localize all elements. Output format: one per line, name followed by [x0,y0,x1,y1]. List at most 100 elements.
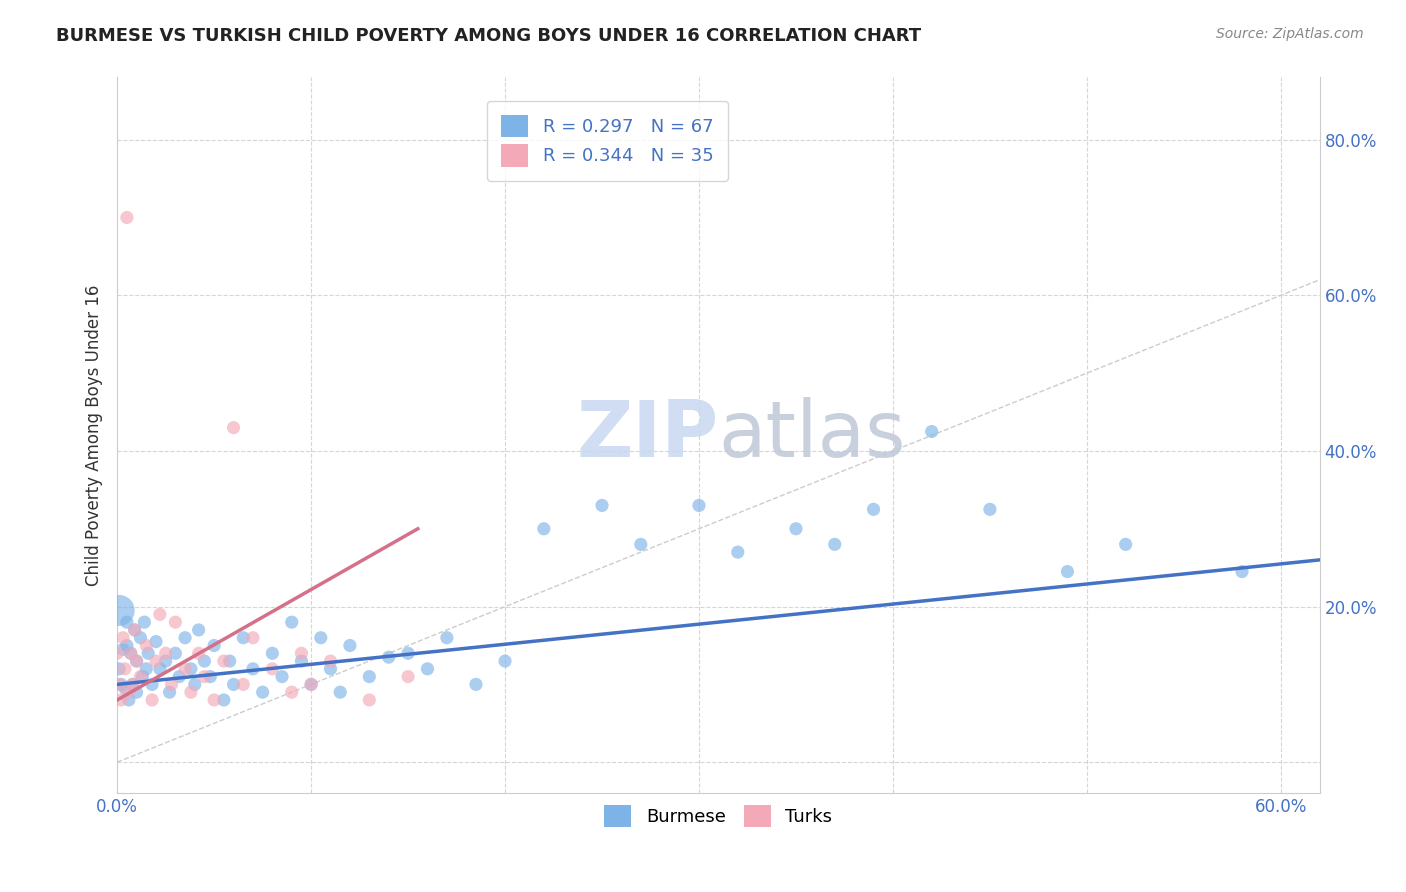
Point [359,693,381,707]
Point [242,631,264,645]
Point [110,677,132,691]
Point [114,681,136,696]
Point [134,615,156,629]
Text: BURMESE VS TURKISH CHILD POVERTY AMONG BOYS UNDER 16 CORRELATION CHART: BURMESE VS TURKISH CHILD POVERTY AMONG B… [56,27,921,45]
Point [149,607,172,622]
Point [299,677,322,691]
Point [174,662,197,676]
Point [630,537,652,551]
Point [1115,537,1137,551]
Point [212,693,235,707]
Point [131,670,153,684]
Point [125,654,148,668]
Point [202,639,225,653]
Point [193,670,215,684]
Point [222,420,245,434]
Point [114,662,136,676]
Point [232,677,254,691]
Point [145,634,167,648]
Point [979,502,1001,516]
Point [262,646,284,660]
Point [118,685,141,699]
Point [824,537,846,551]
Point [465,677,488,691]
Point [339,639,361,653]
Point [124,623,146,637]
Point [1056,565,1078,579]
Point [141,693,163,707]
Point [319,654,342,668]
Point [222,677,245,691]
Point [359,670,381,684]
Point [180,662,202,676]
Text: Source: ZipAtlas.com: Source: ZipAtlas.com [1216,27,1364,41]
Point [174,631,197,645]
Point [121,677,143,691]
Point [290,654,312,668]
Point [141,677,163,691]
Point [232,631,254,645]
Point [727,545,749,559]
Point [309,631,332,645]
Point [125,654,148,668]
Point [785,522,807,536]
Point [118,693,141,707]
Point [159,685,181,699]
Point [115,639,138,653]
Point [108,662,131,676]
Point [252,685,274,699]
Point [115,211,138,225]
Point [120,646,142,660]
Point [262,662,284,676]
Point [494,654,516,668]
Point [111,631,134,645]
Point [160,677,183,691]
Point [145,654,167,668]
Point [436,631,458,645]
Point [125,685,148,699]
Point [242,662,264,676]
Point [108,677,131,691]
Point [105,646,128,660]
Point [329,685,352,699]
Point [416,662,439,676]
Point [129,670,152,684]
Point [187,646,209,660]
Point [377,650,399,665]
Point [187,623,209,637]
Point [299,677,322,691]
Point [108,603,131,617]
Point [167,670,190,684]
Point [129,631,152,645]
Text: ZIP: ZIP [576,398,718,474]
Point [149,662,172,676]
Point [396,646,419,660]
Point [115,615,138,629]
Point [124,623,146,637]
Point [135,662,157,676]
Point [591,499,613,513]
Point [155,646,177,660]
Point [212,654,235,668]
Point [193,654,215,668]
Point [290,646,312,660]
Point [165,646,187,660]
Point [271,670,294,684]
Point [218,654,240,668]
Point [155,654,177,668]
Point [319,662,342,676]
Point [111,642,134,657]
Point [280,685,302,699]
Point [180,685,202,699]
Point [165,615,187,629]
Point [921,425,943,439]
Legend: Burmese, Turks: Burmese, Turks [598,798,839,834]
Point [121,677,143,691]
Point [1230,565,1253,579]
Point [120,646,142,660]
Point [280,615,302,629]
Point [533,522,555,536]
Point [135,639,157,653]
Text: atlas: atlas [718,398,905,474]
Point [396,670,419,684]
